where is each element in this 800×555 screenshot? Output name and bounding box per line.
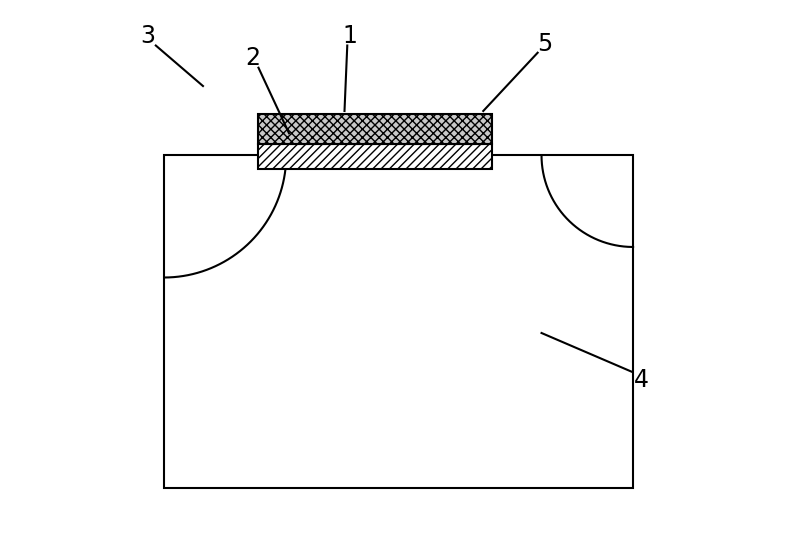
- Bar: [258, 114, 491, 144]
- Text: 3: 3: [140, 24, 155, 48]
- Text: 5: 5: [537, 32, 552, 57]
- Text: 1: 1: [342, 24, 358, 48]
- Bar: [164, 155, 633, 488]
- Text: 2: 2: [246, 46, 261, 70]
- Bar: [258, 144, 491, 169]
- Text: 4: 4: [634, 368, 649, 392]
